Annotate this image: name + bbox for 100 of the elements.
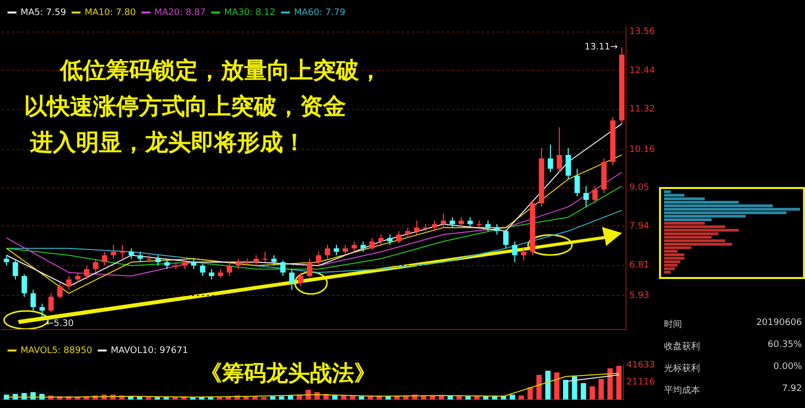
- candlestick: [200, 263, 206, 276]
- y-tick-label: 6.81: [629, 260, 650, 271]
- y-tick-label: 5.93: [629, 291, 650, 302]
- candlestick: [120, 244, 126, 260]
- legend-label: MAVOL5: 88950: [20, 346, 92, 356]
- annotation: 进入明显，龙头即将形成！: [29, 130, 306, 156]
- candlestick: [280, 260, 286, 276]
- candlestick: [191, 258, 196, 270]
- candlestick: [208, 268, 214, 280]
- candlestick: [271, 254, 277, 266]
- candlestick: [164, 258, 170, 270]
- candlestick: [387, 234, 393, 246]
- text: 收盘获利: [664, 340, 700, 354]
- candlestick: [458, 216, 464, 228]
- candlestick: [289, 268, 294, 290]
- candlestick: [182, 258, 188, 270]
- y-tick-label: 9.05: [629, 183, 650, 194]
- candlestick: [75, 272, 80, 284]
- candlestick: [226, 262, 232, 276]
- annotation: 以快速涨停方式向上突破，资金: [24, 92, 346, 120]
- candlestick: [262, 251, 268, 263]
- y-tick-label: 41633: [626, 360, 656, 371]
- bar: [474, 396, 480, 400]
- candlestick: [592, 186, 598, 204]
- candlestick: [39, 303, 45, 318]
- candlestick: [66, 275, 72, 290]
- bar: [563, 380, 568, 400]
- bar: [664, 256, 684, 260]
- candlestick: [468, 216, 473, 228]
- candlestick: [512, 240, 518, 263]
- candlestick: [342, 244, 348, 256]
- text: 0.00%: [773, 362, 802, 374]
- legend-label: MA30: 8.12: [224, 8, 276, 18]
- candlestick: [378, 234, 384, 246]
- bar: [572, 376, 578, 400]
- candlestick: [84, 265, 90, 280]
- annotation: ←5.30: [46, 318, 74, 329]
- y-tick-label: 21116: [626, 378, 656, 388]
- y-tick-label: 13.56: [629, 27, 656, 38]
- bar: [554, 372, 560, 400]
- text: 60.35%: [768, 340, 802, 352]
- legend-label: MA20: 8.87: [154, 8, 206, 18]
- bar: [590, 386, 595, 400]
- text: 时间: [664, 318, 682, 332]
- candlestick: [556, 126, 562, 173]
- candlestick: [414, 220, 420, 235]
- candlestick: [155, 254, 161, 266]
- candlestick: [574, 168, 580, 197]
- text: 20190606: [756, 318, 802, 330]
- legend-label: MAVOL10: 97671: [110, 346, 188, 356]
- legend-label: MA5: 7.59: [20, 8, 66, 18]
- candlestick: [253, 254, 259, 266]
- candlestick: [503, 228, 509, 249]
- candlestick: [57, 282, 63, 299]
- candlestick: [92, 258, 98, 274]
- y-tick-label: 12.44: [629, 66, 656, 76]
- bar: [518, 395, 524, 400]
- bar: [528, 387, 533, 400]
- bar: [306, 390, 311, 400]
- candlestick: [334, 244, 340, 256]
- candlestick: [352, 240, 357, 252]
- candlestick: [4, 254, 10, 266]
- bar: [664, 270, 671, 274]
- candlestick: [548, 144, 554, 173]
- candlestick: [566, 148, 571, 180]
- bar: [261, 397, 267, 400]
- candlestick: [30, 289, 36, 312]
- candlestick: [583, 186, 589, 208]
- bar: [146, 397, 152, 400]
- bar: [154, 397, 160, 400]
- bar: [664, 267, 675, 270]
- legend-label: MA10: 7.80: [84, 8, 136, 18]
- candlestick: [298, 272, 304, 287]
- candlestick: [12, 260, 18, 280]
- bar: [510, 394, 516, 400]
- bar: [385, 396, 391, 400]
- candlestick: [316, 251, 322, 266]
- bar: [580, 383, 586, 400]
- text: 平均成本: [664, 384, 700, 398]
- candlestick: [22, 274, 27, 298]
- candlestick: [440, 213, 446, 228]
- candlestick: [405, 227, 410, 238]
- text: 7.92: [782, 384, 802, 396]
- bar: [664, 260, 680, 264]
- y-tick-label: 7.94: [629, 222, 650, 232]
- legend-label: MA60: 7.79: [294, 8, 346, 18]
- candlestick: [102, 251, 108, 266]
- candlestick: [432, 220, 438, 232]
- candlestick: [360, 240, 366, 252]
- text: 光标获利: [664, 362, 700, 376]
- y-tick-label: 11.32: [629, 104, 655, 115]
- candlestick: [306, 258, 312, 278]
- bar: [332, 395, 338, 400]
- candlestick: [369, 237, 375, 251]
- bar: [278, 396, 284, 400]
- candlestick: [494, 224, 500, 235]
- candlestick: [450, 216, 456, 228]
- candlestick: [138, 251, 143, 263]
- annotation: 13.11→: [584, 42, 618, 53]
- candlestick: [396, 230, 402, 244]
